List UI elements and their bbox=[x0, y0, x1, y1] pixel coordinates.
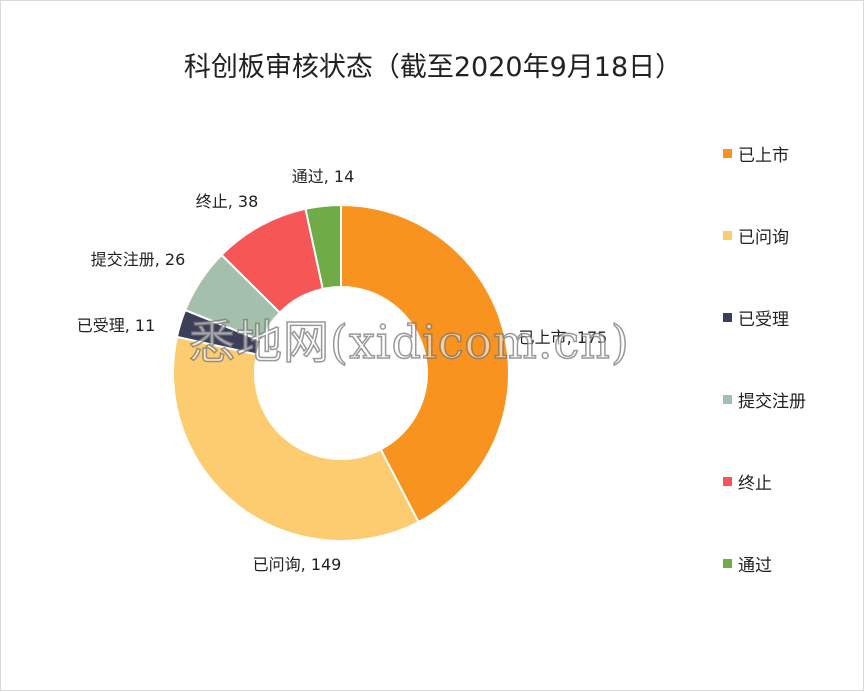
slice-1 bbox=[340, 203, 510, 524]
legend-label: 通过 bbox=[738, 555, 772, 576]
legend-swatch bbox=[723, 394, 732, 404]
slice-2 bbox=[172, 335, 420, 542]
legend-swatch bbox=[723, 312, 732, 322]
data-label-6: 通过, 14 bbox=[292, 167, 355, 186]
legend-item-5: 终止 bbox=[723, 469, 772, 494]
legend-swatch bbox=[723, 230, 732, 240]
chart-title: 科创板审核状态（截至2020年9月18日） bbox=[183, 52, 683, 83]
legend-label: 终止 bbox=[738, 473, 772, 494]
legend-label: 提交注册 bbox=[738, 391, 806, 412]
watermark-text: 悉地网(xidicom.cn) bbox=[188, 314, 630, 370]
legend-item-6: 通过 bbox=[723, 551, 772, 576]
data-label-4: 提交注册, 26 bbox=[91, 250, 186, 269]
legend-label: 已受理 bbox=[738, 309, 789, 330]
legend-label: 已上市 bbox=[738, 145, 789, 166]
legend-label: 已问询 bbox=[738, 227, 789, 248]
legend-item-4: 提交注册 bbox=[723, 387, 806, 412]
slice-6 bbox=[304, 203, 342, 291]
legend-item-1: 已上市 bbox=[723, 141, 789, 166]
legend-swatch bbox=[723, 476, 732, 486]
legend-item-2: 已问询 bbox=[723, 223, 789, 248]
data-label-5: 终止, 38 bbox=[196, 192, 259, 211]
data-label-1: 已上市, 175 bbox=[519, 328, 608, 347]
data-label-3: 已受理, 11 bbox=[77, 316, 156, 335]
legend-swatch bbox=[723, 558, 732, 568]
legend-swatch bbox=[723, 148, 732, 158]
data-label-2: 已问询, 149 bbox=[253, 555, 342, 574]
legend-item-3: 已受理 bbox=[723, 305, 789, 330]
